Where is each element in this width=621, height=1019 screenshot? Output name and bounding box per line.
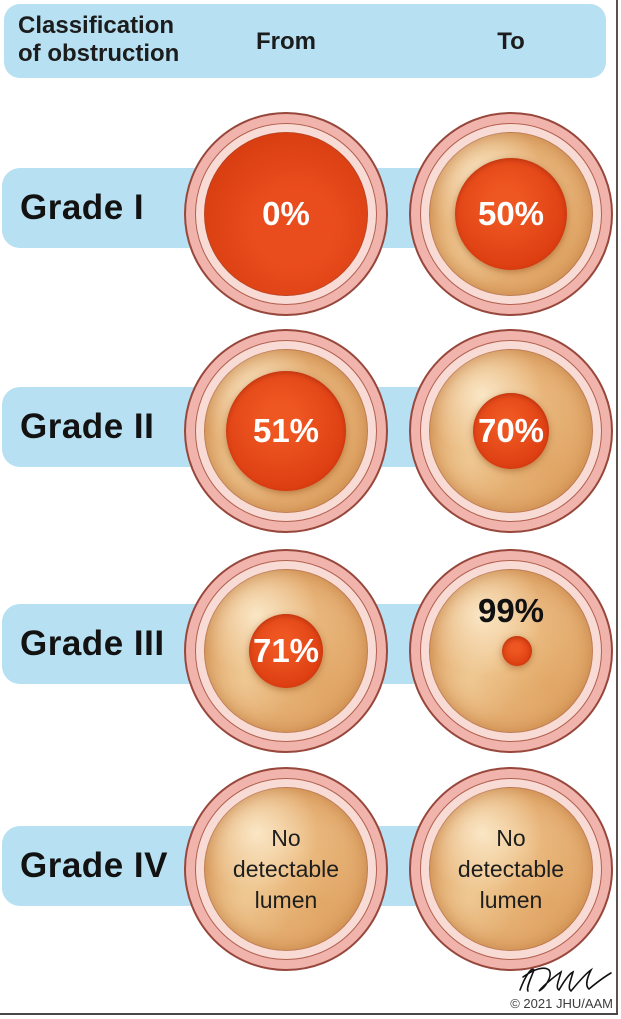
plaque-area: No detectable lumen: [204, 787, 368, 951]
vessel-inner-ring: 50%: [420, 123, 602, 305]
grade-label: Grade II: [20, 407, 155, 446]
header-band: [4, 4, 606, 78]
percent-label: 70%: [477, 412, 545, 449]
vessel-cross-section: No detectable lumen: [409, 767, 613, 971]
grade-label: Grade III: [20, 624, 165, 663]
frame-right-border: [616, 0, 618, 1014]
vessel-cross-section: No detectable lumen: [184, 767, 388, 971]
percent-label: 50%: [477, 195, 545, 232]
title-line-1: Classification: [18, 12, 175, 39]
no-lumen-label: No detectable lumen: [232, 824, 340, 913]
vessel-cross-section: 0%: [184, 112, 388, 316]
vessel-inner-ring: No detectable lumen: [420, 778, 602, 960]
lumen: [226, 371, 346, 491]
no-lumen-label: No detectable lumen: [457, 824, 565, 913]
diagram-title: Classification of obstruction: [18, 12, 179, 68]
vessel-cross-section: 50%: [409, 112, 613, 316]
vessel-inner-ring: 99%: [420, 560, 602, 742]
vessel-inner-ring: 71%: [195, 560, 377, 742]
grade-label: Grade I: [20, 188, 145, 227]
vessel-inner-ring: No detectable lumen: [195, 778, 377, 960]
column-header-from: From: [256, 28, 316, 55]
plaque-area: No detectable lumen: [429, 787, 593, 951]
title-line-2: of obstruction: [18, 40, 180, 67]
frame-bottom-border: [0, 1013, 618, 1015]
copyright-text: © 2021 JHU/AAM: [510, 996, 613, 1011]
plaque-area: 70%: [429, 349, 593, 513]
plaque-area: 50%: [429, 132, 593, 296]
lumen: [473, 393, 549, 469]
lumen: [249, 614, 323, 688]
percent-label: 51%: [252, 412, 320, 449]
artist-signature: [519, 967, 612, 993]
vessel-cross-section: 71%: [184, 549, 388, 753]
grade-label: Grade IV: [20, 846, 168, 885]
vessel-inner-ring: 70%: [420, 340, 602, 522]
percent-label: 71%: [252, 632, 320, 669]
vessel-cross-section: 99%: [409, 549, 613, 753]
vessel-cross-section: 51%: [184, 329, 388, 533]
lumen: [502, 636, 532, 666]
vessel-inner-ring: 0%: [195, 123, 377, 305]
plaque-area: 71%: [204, 569, 368, 733]
percent-label: 99%: [477, 592, 545, 629]
vessel-cross-section: 70%: [409, 329, 613, 533]
plaque-area: 99%: [429, 569, 593, 733]
open-lumen-area: 0%: [204, 132, 368, 296]
vessel-inner-ring: 51%: [195, 340, 377, 522]
percent-label: 0%: [262, 195, 310, 232]
column-header-to: To: [497, 28, 525, 55]
plaque-area: 51%: [204, 349, 368, 513]
lumen: [455, 158, 567, 270]
